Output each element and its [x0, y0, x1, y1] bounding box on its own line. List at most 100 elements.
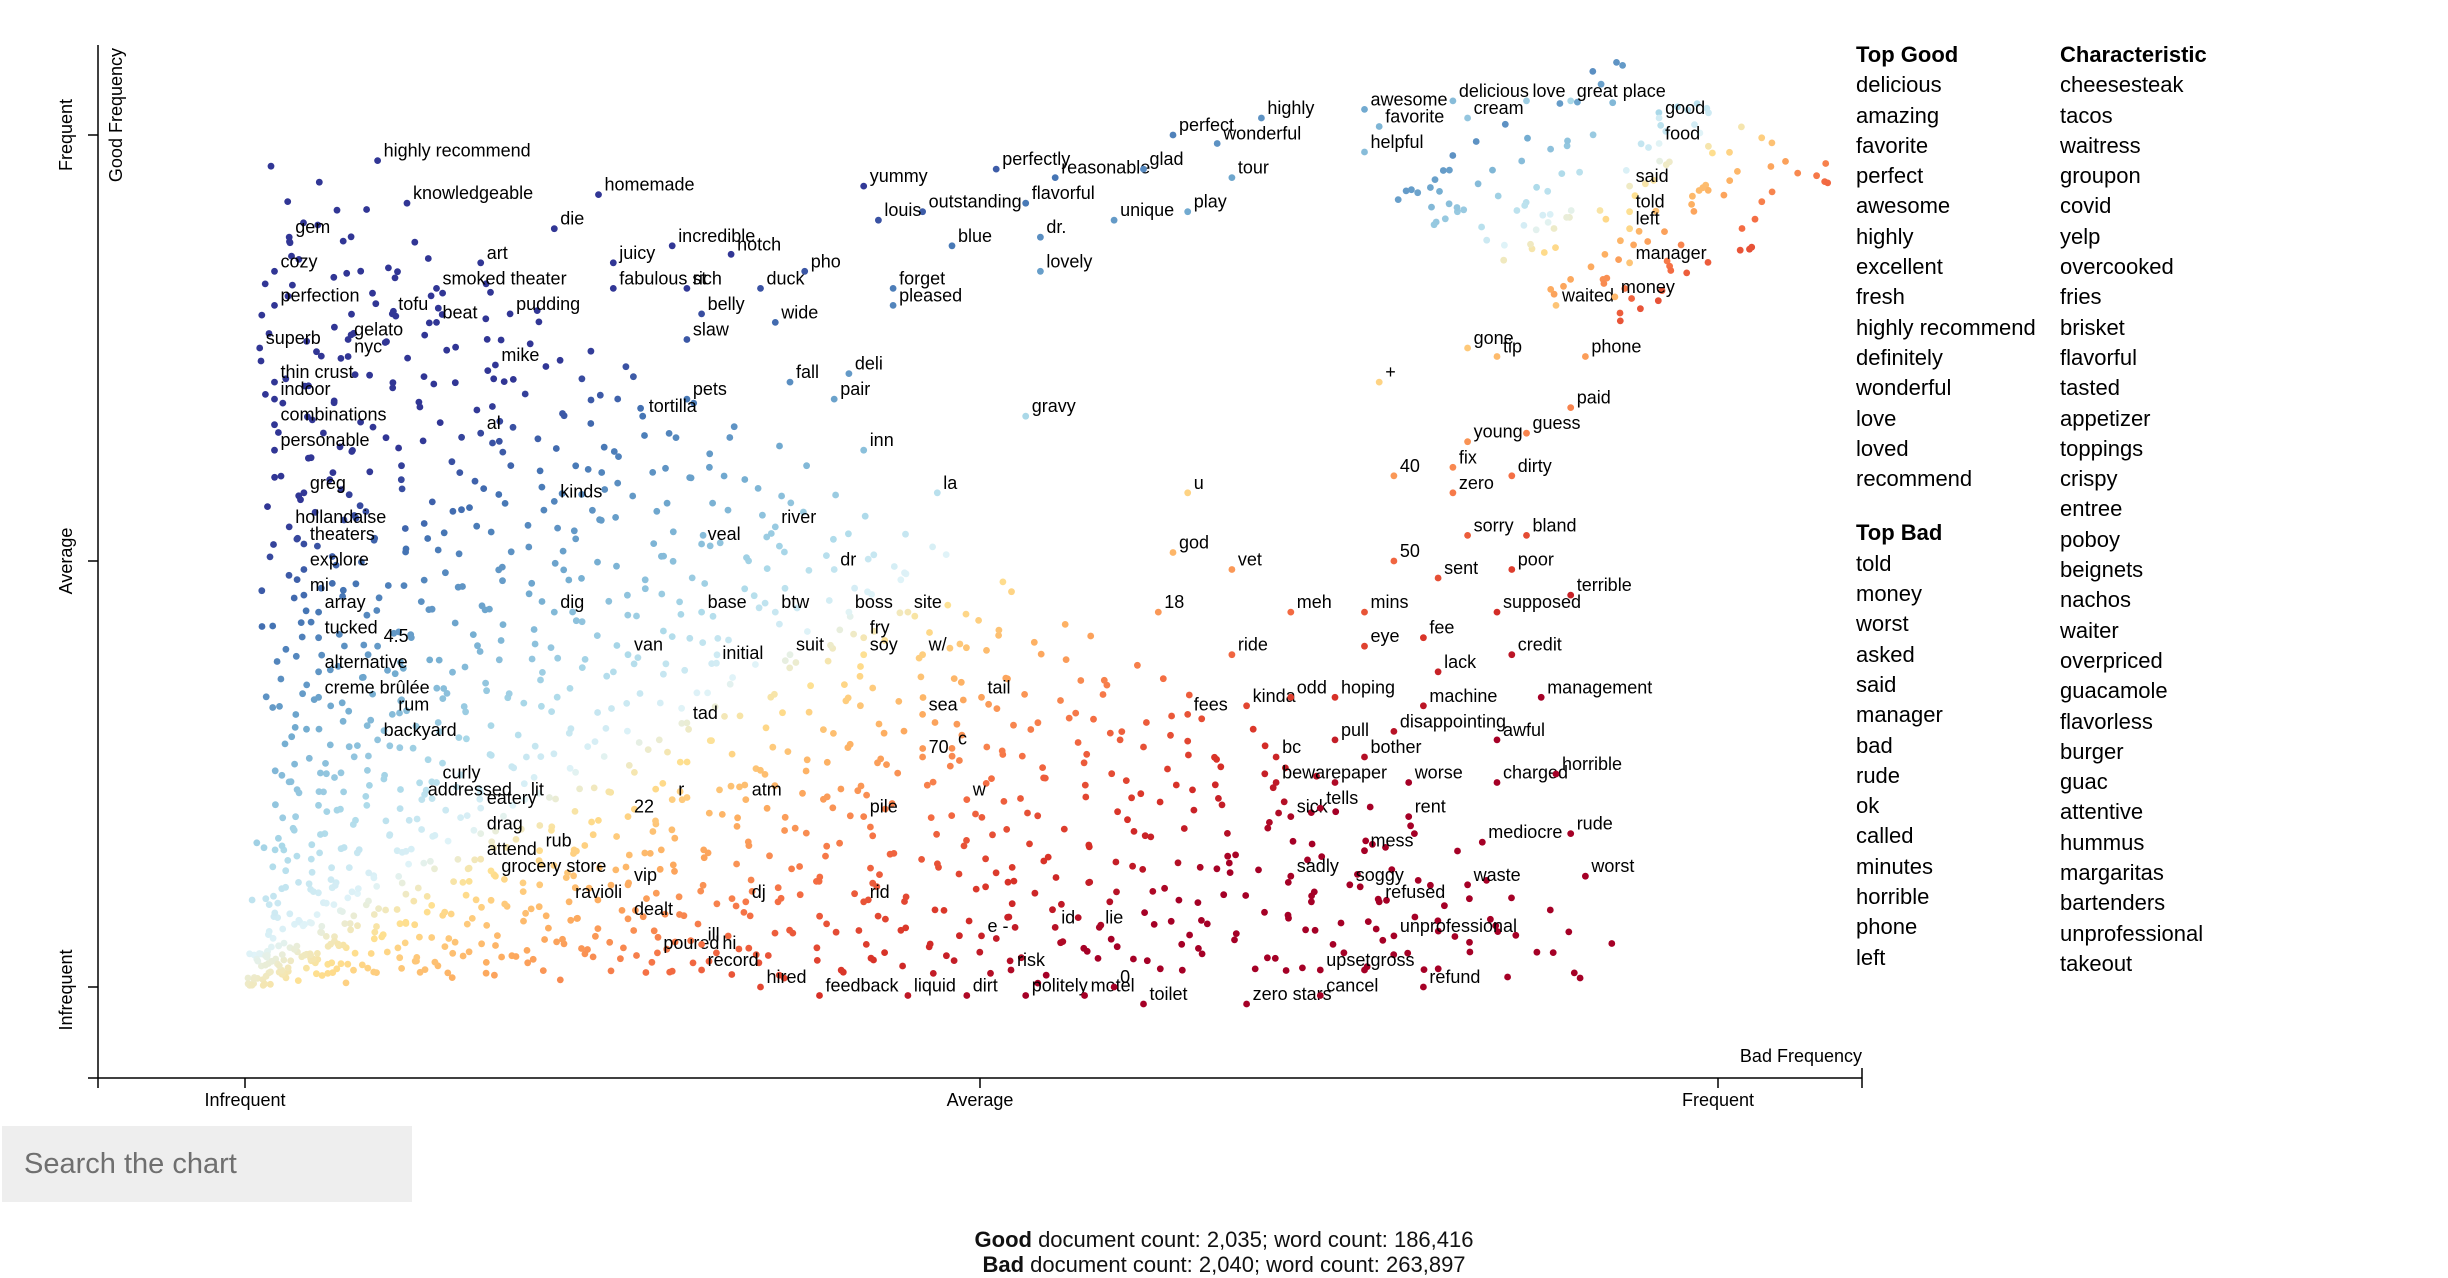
characteristic-term[interactable]: covid	[2060, 193, 2112, 219]
term-dot[interactable]	[1492, 922, 1500, 930]
term-label[interactable]: grocery store	[501, 856, 606, 876]
term-dot[interactable]	[1767, 163, 1775, 170]
term-dot[interactable]	[857, 702, 864, 710]
term-label[interactable]: kinds	[560, 481, 602, 501]
term-dot[interactable]	[669, 528, 677, 536]
term-dot[interactable]	[442, 806, 450, 814]
term-dot[interactable]	[1027, 726, 1035, 733]
term-dot[interactable]	[424, 756, 432, 764]
term-dot[interactable]	[1041, 774, 1049, 782]
term-dot[interactable]	[1539, 211, 1547, 219]
term-dot-labeled[interactable]	[1081, 992, 1088, 999]
term-dot[interactable]	[1167, 917, 1175, 925]
term-dot-labeled[interactable]	[315, 608, 322, 616]
term-dot[interactable]	[569, 608, 576, 616]
term-dot[interactable]	[570, 872, 577, 880]
term-dot[interactable]	[896, 609, 904, 617]
term-dot[interactable]	[430, 380, 438, 388]
term-dot[interactable]	[650, 927, 658, 935]
term-dot-labeled[interactable]	[1493, 353, 1501, 360]
term-dot[interactable]	[328, 959, 336, 967]
term-dot[interactable]	[748, 888, 756, 895]
term-label[interactable]: u	[1194, 473, 1204, 493]
term-dot[interactable]	[386, 742, 394, 750]
term-dot[interactable]	[802, 829, 810, 837]
term-dot[interactable]	[421, 331, 429, 339]
characteristic-term[interactable]: hummus	[2060, 829, 2145, 855]
term-dot[interactable]	[1434, 917, 1442, 925]
term-dot[interactable]	[730, 423, 738, 431]
term-dot[interactable]	[1218, 801, 1226, 809]
term-dot[interactable]	[881, 805, 889, 813]
term-dot[interactable]	[347, 233, 355, 241]
term-dot[interactable]	[894, 769, 902, 777]
term-dot[interactable]	[1621, 285, 1629, 292]
term-dot[interactable]	[1242, 892, 1250, 899]
term-dot-labeled[interactable]	[1626, 182, 1633, 190]
term-dot[interactable]	[595, 817, 602, 824]
term-dot-labeled[interactable]	[1464, 532, 1471, 539]
term-label[interactable]: worst	[1590, 856, 1634, 876]
term-dot[interactable]	[282, 867, 290, 875]
term-dot[interactable]	[1308, 892, 1315, 900]
term-label[interactable]: vip	[634, 865, 657, 885]
term-dot[interactable]	[595, 864, 603, 872]
term-dot-labeled[interactable]	[683, 285, 691, 292]
term-dot[interactable]	[439, 289, 446, 297]
term-dot[interactable]	[428, 498, 436, 506]
term-label[interactable]: personable	[281, 430, 370, 450]
term-dot-labeled[interactable]	[1567, 591, 1575, 599]
term-dot-labeled[interactable]	[1154, 608, 1162, 616]
term-dot-labeled[interactable]	[904, 608, 912, 616]
term-dot[interactable]	[709, 499, 716, 507]
term-dot[interactable]	[578, 375, 586, 383]
term-dot[interactable]	[442, 569, 449, 577]
term-dot[interactable]	[983, 647, 990, 654]
term-dot[interactable]	[528, 579, 536, 587]
term-dot[interactable]	[370, 536, 378, 544]
term-dot-labeled[interactable]	[624, 813, 632, 820]
term-label[interactable]: zero	[1459, 473, 1494, 493]
term-dot[interactable]	[433, 684, 441, 692]
term-dot[interactable]	[676, 598, 683, 606]
term-dot[interactable]	[1552, 244, 1559, 252]
term-dot-labeled[interactable]	[403, 199, 411, 207]
term-dot[interactable]	[793, 604, 801, 612]
term-dot[interactable]	[1532, 226, 1540, 234]
term-dot[interactable]	[1693, 100, 1701, 108]
term-dot[interactable]	[823, 920, 830, 928]
term-dot[interactable]	[1008, 864, 1016, 871]
term-dot[interactable]	[503, 843, 510, 851]
term-dot[interactable]	[520, 699, 528, 707]
term-dot[interactable]	[465, 878, 473, 885]
term-dot[interactable]	[610, 448, 618, 455]
term-dot-labeled[interactable]	[1331, 736, 1339, 744]
term-dot[interactable]	[897, 576, 905, 584]
term-dot[interactable]	[420, 373, 428, 380]
term-dot-labeled[interactable]	[1508, 651, 1516, 659]
term-dot[interactable]	[352, 816, 359, 824]
term-dot[interactable]	[293, 576, 301, 583]
term-dot[interactable]	[1768, 188, 1776, 196]
term-dot[interactable]	[340, 844, 348, 851]
term-dot[interactable]	[687, 474, 695, 482]
term-dot[interactable]	[745, 842, 753, 849]
term-dot-labeled[interactable]	[919, 651, 926, 659]
term-dot[interactable]	[317, 928, 324, 936]
term-dot[interactable]	[571, 808, 579, 815]
term-dot[interactable]	[950, 957, 958, 964]
term-dot[interactable]	[1738, 225, 1746, 232]
term-dot[interactable]	[348, 310, 355, 318]
term-label[interactable]: pets	[693, 379, 727, 399]
term-label[interactable]: meh	[1297, 592, 1332, 612]
term-dot[interactable]	[380, 775, 388, 783]
term-dot[interactable]	[440, 529, 448, 537]
term-dot-labeled[interactable]	[1037, 233, 1044, 241]
term-dot[interactable]	[337, 805, 344, 813]
characteristic-term[interactable]: nachos	[2060, 587, 2131, 613]
term-dot-labeled[interactable]	[1346, 881, 1354, 889]
term-dot[interactable]	[1116, 736, 1124, 744]
term-dot[interactable]	[632, 906, 639, 914]
term-dot[interactable]	[453, 783, 460, 791]
term-dot-labeled[interactable]	[668, 796, 676, 803]
